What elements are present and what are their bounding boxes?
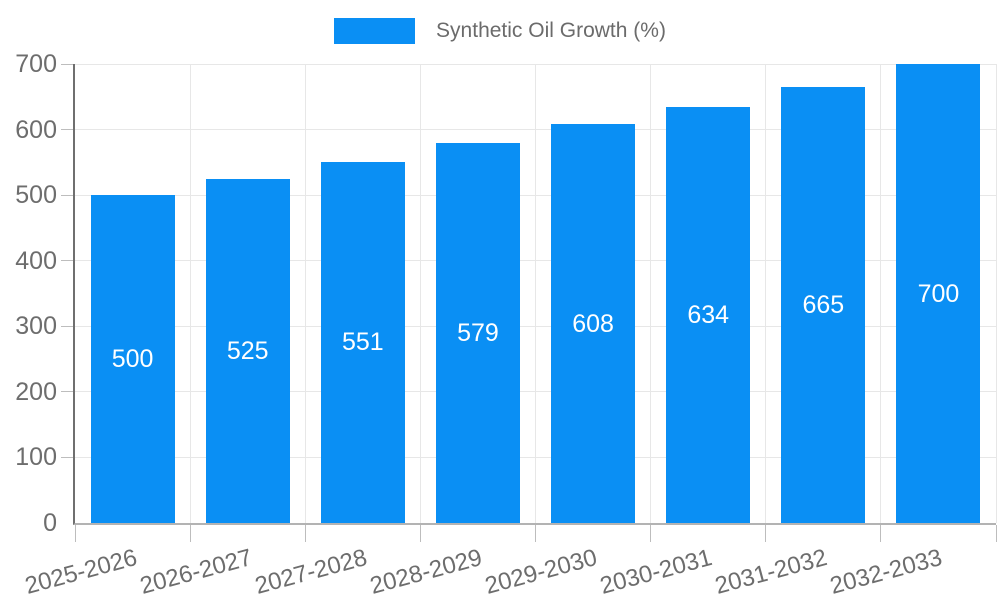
bar-2031-2032 xyxy=(781,86,866,523)
bar-2030-2031 xyxy=(666,107,751,523)
bar-value-2026-2027: 525 xyxy=(226,336,269,365)
bar-2028-2029 xyxy=(435,143,520,523)
bar-2027-2028 xyxy=(320,161,405,523)
gridline-x-5 xyxy=(650,64,652,523)
bar-2026-2027 xyxy=(205,178,290,523)
gridline-x-3 xyxy=(419,64,421,523)
y-tick-300 xyxy=(61,325,73,327)
legend-label: Synthetic Oil Growth (%) xyxy=(436,19,666,42)
y-axis-label-100: 100 xyxy=(15,443,57,472)
y-axis-label-0: 0 xyxy=(43,509,57,537)
x-tick-3 xyxy=(419,525,421,542)
x-tick-4 xyxy=(535,525,536,542)
bar-value-2025-2026: 500 xyxy=(111,345,154,374)
y-tick-500 xyxy=(61,194,73,196)
y-axis-label-300: 300 xyxy=(15,312,57,341)
x-tick-5 xyxy=(650,525,652,542)
y-tick-200 xyxy=(61,391,73,393)
bar-value-2029-2030: 608 xyxy=(572,309,614,338)
y-axis-label-200: 200 xyxy=(15,377,57,406)
x-tick-7 xyxy=(880,525,882,542)
bar-value-2028-2029: 579 xyxy=(457,319,499,348)
bar-2029-2030 xyxy=(551,124,636,523)
x-tick-6 xyxy=(765,525,767,542)
bar-value-2032-2033: 700 xyxy=(917,279,960,308)
gridline-x-6 xyxy=(765,64,767,523)
bar-2032-2033 xyxy=(896,64,981,523)
x-tick-0 xyxy=(74,525,76,542)
y-tick-400 xyxy=(61,260,73,262)
y-tick-700 xyxy=(61,63,73,65)
gridline-x-8 xyxy=(995,64,997,523)
x-tick-8 xyxy=(995,525,997,542)
gridline-x-7 xyxy=(880,64,882,523)
y-tick-600 xyxy=(61,129,73,131)
x-tick-2 xyxy=(304,525,306,542)
bar-2025-2026 xyxy=(90,195,175,523)
gridline-x-4 xyxy=(535,64,536,523)
y-axis-label-700: 700 xyxy=(15,50,57,78)
bar-value-2027-2028: 551 xyxy=(341,328,384,357)
legend-swatch xyxy=(334,18,416,44)
gridline-x-1 xyxy=(189,64,191,523)
x-tick-1 xyxy=(189,525,191,542)
gridline-x-2 xyxy=(304,64,306,523)
bar-value-2031-2032: 665 xyxy=(802,290,845,319)
y-axis-label-600: 600 xyxy=(15,115,57,144)
y-axis-label-400: 400 xyxy=(15,246,57,275)
chart-legend: Synthetic Oil Growth (%) xyxy=(0,16,1000,46)
bar-value-2030-2031: 634 xyxy=(687,301,730,330)
y-tick-100 xyxy=(61,456,73,458)
y-axis-label-500: 500 xyxy=(15,181,57,210)
plot-area: 500 525 551 579 608 634 665 700 xyxy=(61,63,997,542)
